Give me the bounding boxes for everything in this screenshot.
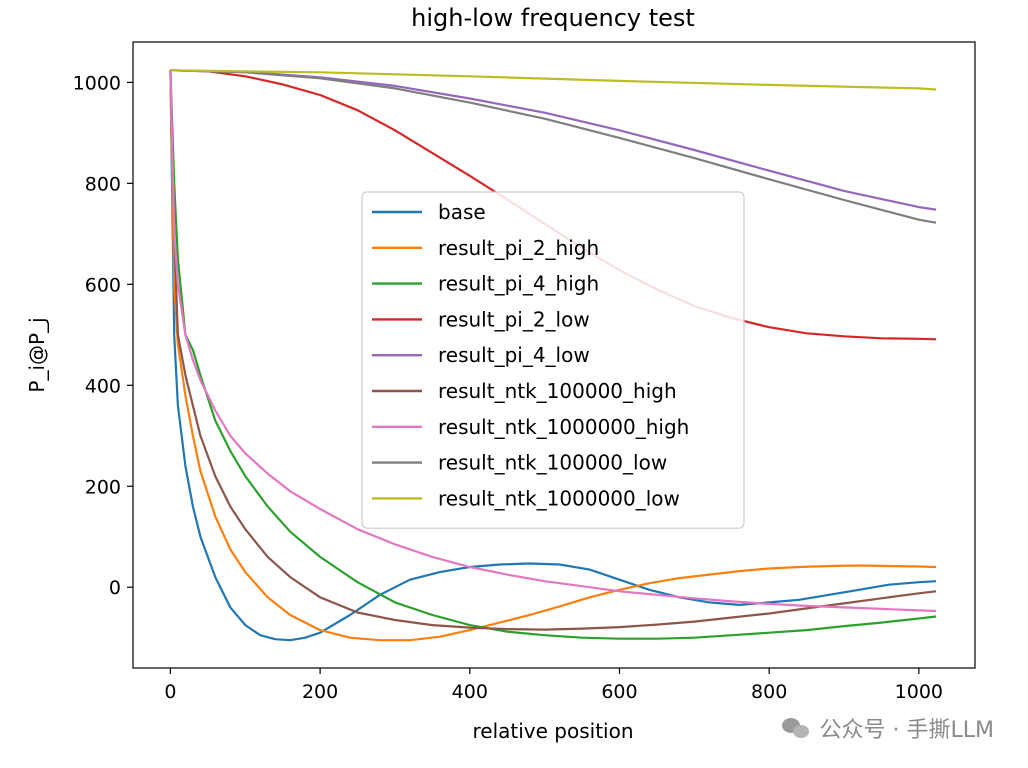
y-tick-label: 1000 xyxy=(73,72,121,94)
chart-title: high-low frequency test xyxy=(411,4,695,32)
y-tick-label: 400 xyxy=(85,375,121,397)
watermark-text: 公众号 · 手撕LLM xyxy=(819,718,994,743)
x-tick-label: 1000 xyxy=(895,681,943,703)
legend-label-4: result_pi_4_low xyxy=(438,343,590,367)
legend-label-8: result_ntk_1000000_low xyxy=(438,486,680,510)
series-line-4 xyxy=(170,69,937,211)
series-line-7 xyxy=(170,69,937,224)
legend-label-5: result_ntk_100000_high xyxy=(438,379,677,403)
series-line-1 xyxy=(169,70,937,642)
series-line-0 xyxy=(169,70,937,642)
legend-label-3: result_pi_2_low xyxy=(438,307,590,331)
y-tick-label: 0 xyxy=(109,577,121,599)
legend-label-1: result_pi_2_high xyxy=(438,236,599,260)
series-line-8 xyxy=(170,69,937,91)
x-tick-label: 400 xyxy=(452,681,488,703)
y-tick-label: 600 xyxy=(85,274,121,296)
legend-label-2: result_pi_4_high xyxy=(438,272,599,296)
series-line-2 xyxy=(169,70,937,640)
legend-label-6: result_ntk_1000000_high xyxy=(438,415,689,439)
x-tick-label: 600 xyxy=(601,681,637,703)
x-axis-label: relative position xyxy=(472,719,633,743)
legend-box xyxy=(361,191,745,529)
wechat-icon xyxy=(781,716,812,740)
series-line-5 xyxy=(169,70,937,631)
x-tick-label: 0 xyxy=(164,681,176,703)
legend-label-0: base xyxy=(438,200,486,224)
plot-area: 0 200 400 600 800 1000 0 200 400 600 800 1000 base re… xyxy=(73,41,976,703)
y-axis-label: P_i@P_j xyxy=(25,317,49,392)
x-tick-label: 800 xyxy=(751,681,787,703)
y-tick-label: 800 xyxy=(85,173,121,195)
x-tick-label: 200 xyxy=(302,681,338,703)
axes-frame xyxy=(132,41,976,669)
watermark: 公众号 · 手撕LLM xyxy=(781,712,994,744)
y-tick-label: 200 xyxy=(85,476,121,498)
series-line-6 xyxy=(169,70,937,613)
legend-label-7: result_ntk_100000_low xyxy=(438,451,667,475)
